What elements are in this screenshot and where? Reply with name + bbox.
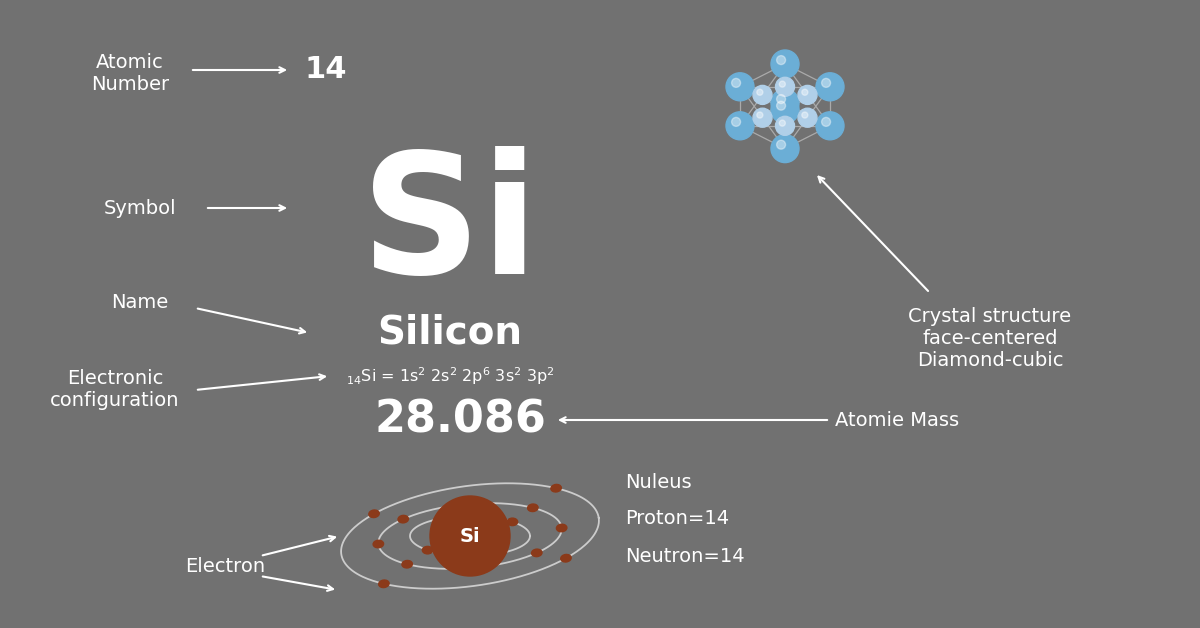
Circle shape [726, 73, 754, 101]
Text: Symbol: Symbol [103, 198, 176, 217]
Ellipse shape [398, 516, 408, 523]
Text: 14: 14 [305, 55, 348, 85]
Circle shape [802, 112, 808, 118]
Ellipse shape [368, 510, 379, 517]
Circle shape [779, 81, 785, 87]
Circle shape [430, 496, 510, 576]
Ellipse shape [551, 484, 562, 492]
Ellipse shape [373, 540, 384, 548]
Text: Name: Name [112, 293, 169, 313]
Ellipse shape [422, 546, 433, 554]
Ellipse shape [557, 524, 566, 532]
Text: Si: Si [460, 526, 480, 546]
Circle shape [732, 78, 740, 87]
Circle shape [772, 50, 799, 78]
Circle shape [779, 120, 785, 126]
Circle shape [816, 112, 844, 140]
Ellipse shape [532, 549, 542, 556]
Circle shape [798, 85, 817, 104]
Ellipse shape [402, 560, 413, 568]
Circle shape [772, 134, 799, 163]
Circle shape [822, 78, 830, 87]
Circle shape [775, 77, 794, 96]
Circle shape [776, 95, 786, 104]
Circle shape [732, 117, 740, 126]
Text: Atomic
Number: Atomic Number [91, 53, 169, 94]
Circle shape [757, 112, 763, 118]
Text: Si: Si [361, 146, 539, 310]
Circle shape [726, 112, 754, 140]
Text: Nuleus: Nuleus [625, 474, 691, 492]
Ellipse shape [560, 555, 571, 562]
Ellipse shape [528, 504, 538, 512]
Circle shape [776, 101, 786, 110]
Text: Proton=14: Proton=14 [625, 509, 730, 528]
Circle shape [772, 95, 799, 124]
Text: $_{14}$Si = 1s$^2$ 2s$^2$ 2p$^6$ 3s$^2$ 3p$^2$: $_{14}$Si = 1s$^2$ 2s$^2$ 2p$^6$ 3s$^2$ … [346, 365, 554, 387]
Text: Crystal structure
face-centered
Diamond-cubic: Crystal structure face-centered Diamond-… [908, 306, 1072, 369]
Ellipse shape [462, 501, 473, 508]
Circle shape [757, 89, 763, 95]
Circle shape [754, 108, 772, 127]
Circle shape [772, 89, 799, 117]
Circle shape [776, 140, 786, 149]
Ellipse shape [379, 580, 389, 588]
Ellipse shape [468, 564, 478, 571]
Ellipse shape [508, 518, 517, 526]
Text: Electronic
configuration: Electronic configuration [50, 369, 180, 411]
Text: Electron: Electron [185, 556, 265, 575]
Circle shape [775, 116, 794, 135]
Text: 28.086: 28.086 [374, 399, 546, 441]
Circle shape [776, 56, 786, 65]
Text: Silicon: Silicon [378, 314, 522, 352]
Circle shape [822, 117, 830, 126]
Text: Neutron=14: Neutron=14 [625, 546, 745, 565]
Circle shape [798, 108, 817, 127]
Text: Atomie Mass: Atomie Mass [835, 411, 959, 430]
Circle shape [754, 85, 772, 104]
Circle shape [816, 73, 844, 101]
Circle shape [802, 89, 808, 95]
